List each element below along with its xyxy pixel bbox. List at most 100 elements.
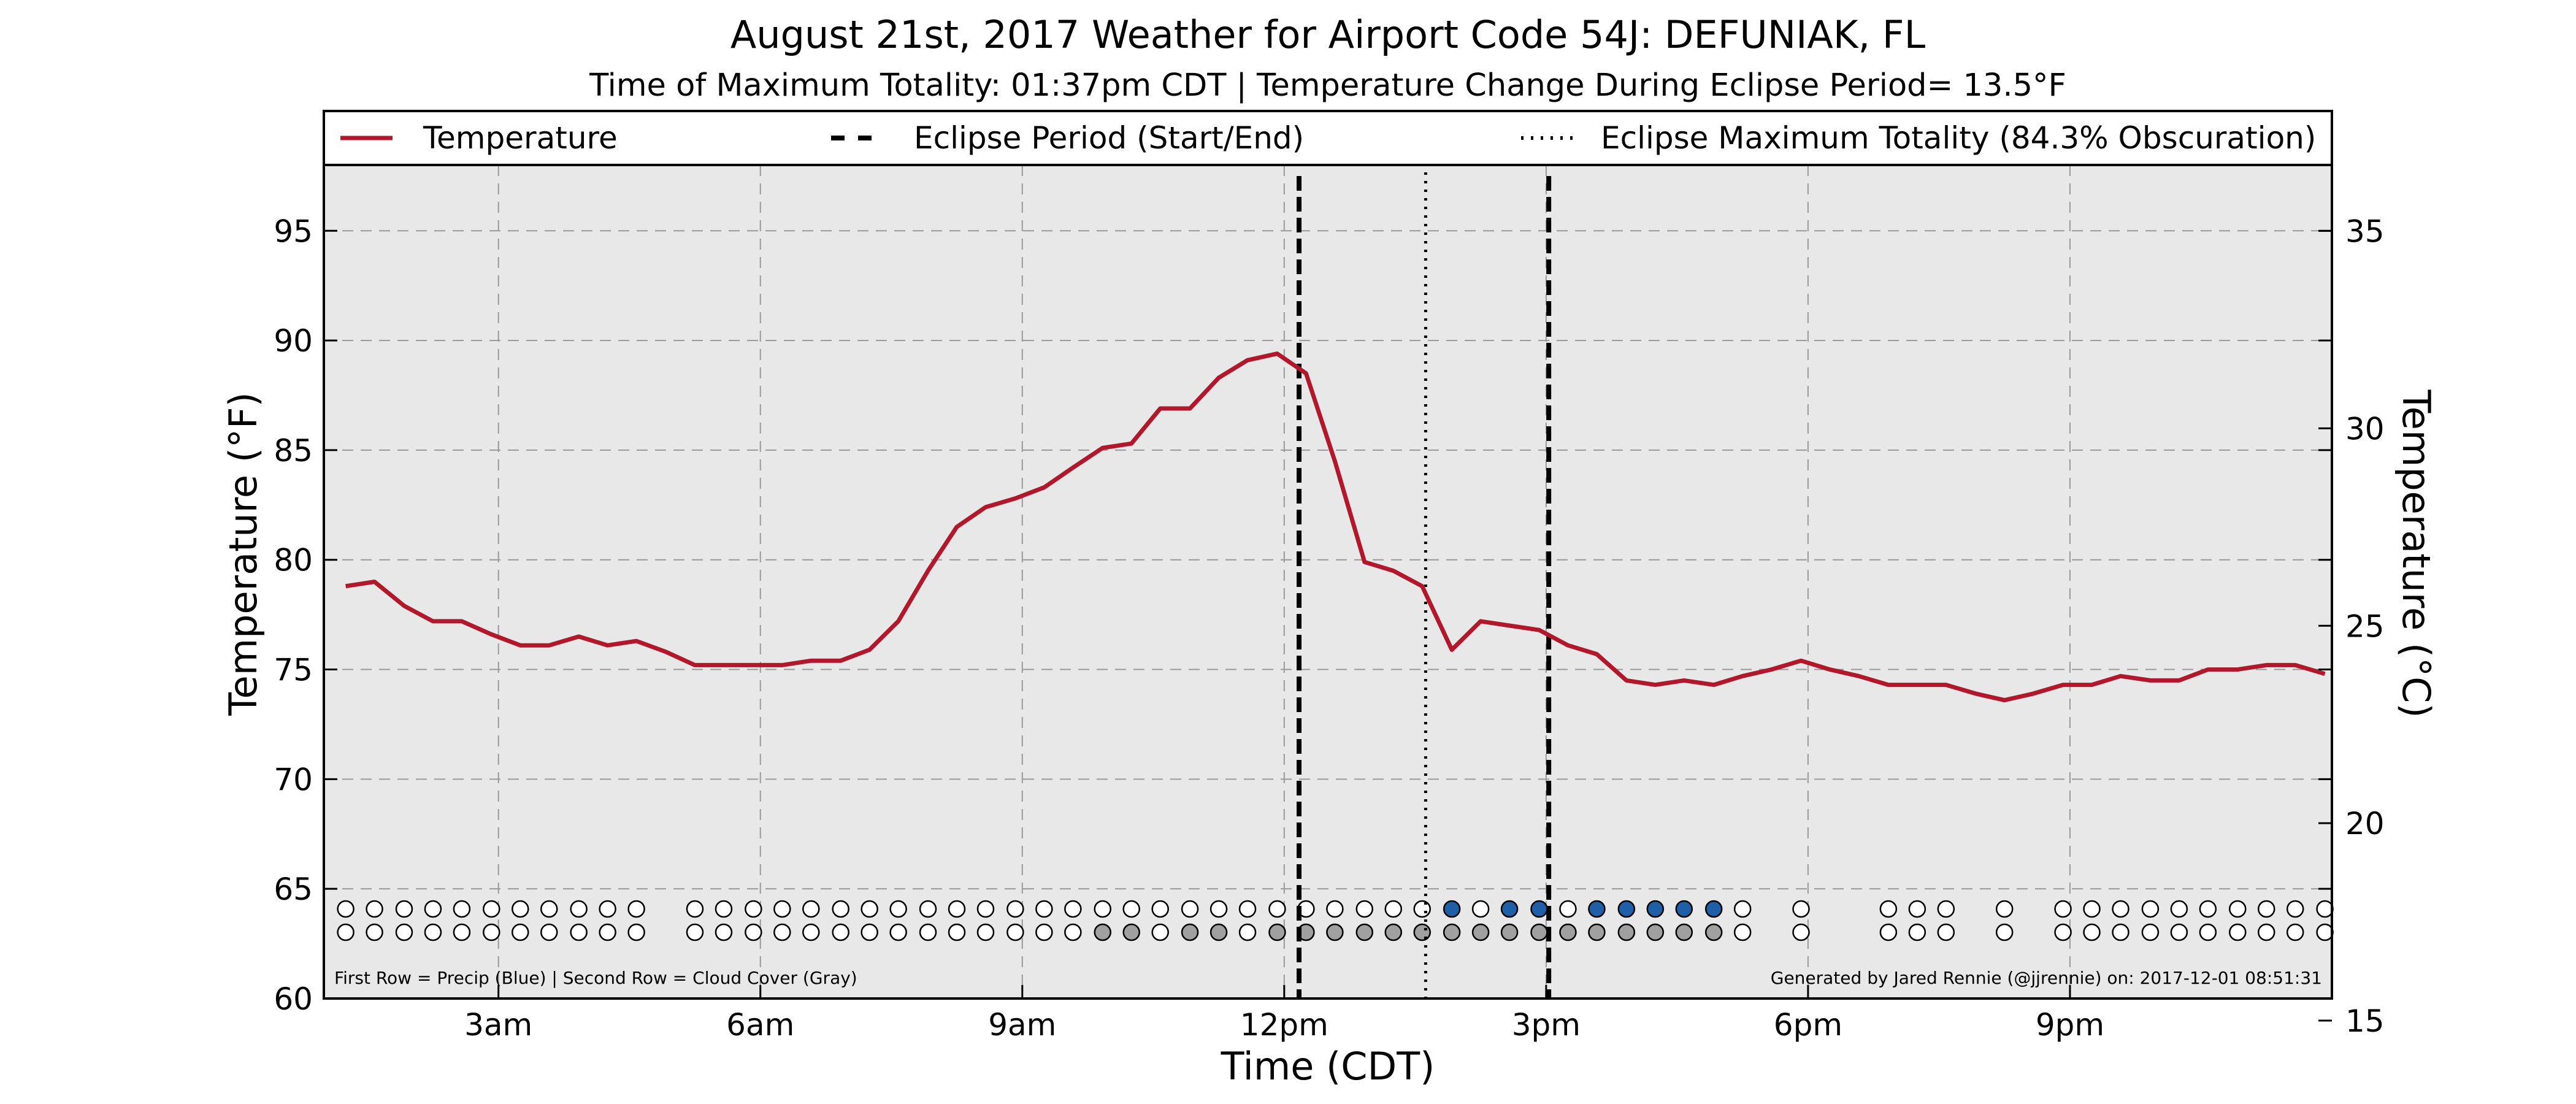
cloud-dot (1326, 923, 1344, 941)
cloud-dot (483, 923, 500, 941)
cloud-dot (2112, 923, 2129, 941)
series-layer (345, 351, 2326, 703)
precip-dot (1035, 900, 1053, 918)
plot-area (324, 165, 2332, 999)
precip-dot (1209, 900, 1228, 918)
cloud-dot (1268, 923, 1286, 941)
cloud-dot (1500, 923, 1519, 941)
precip-dot (1588, 900, 1606, 918)
precip-dot (1792, 900, 1810, 918)
precip-dot (483, 900, 500, 918)
precip-dot (1238, 900, 1257, 918)
cloud-dot (745, 923, 762, 941)
cloud-dot (627, 923, 645, 941)
cloud-dot (715, 923, 733, 941)
y-axis-label-right: Temperature (°C) (2394, 389, 2439, 718)
cloud-dot (1094, 923, 1111, 941)
precip-dot (2054, 900, 2072, 918)
cloud-dot (1384, 923, 1403, 941)
precip-dot (1879, 900, 1898, 918)
cloud-dot (1209, 923, 1228, 941)
precip-dot (1094, 900, 1111, 918)
precip-dot (366, 900, 383, 918)
precip-dot (2112, 900, 2129, 918)
x-tick-label: 6pm (1774, 1007, 1842, 1043)
precip-dot (1995, 900, 2014, 918)
legend-label-eclipse-period: Eclipse Period (Start/End) (914, 120, 1304, 156)
cloud-dot (2199, 923, 2217, 941)
cloud-dot (1559, 923, 1577, 941)
y-tick-label-left: 75 (274, 653, 313, 688)
indicator-note-right: Generated by Jared Rennie (@jjrennie) on… (1771, 968, 2322, 988)
cloud-dot (2170, 923, 2188, 941)
y-tick-label-left: 60 (274, 981, 313, 1017)
cloud-dot (395, 923, 413, 941)
cloud-dot (1006, 923, 1024, 941)
precip-dot (1675, 900, 1693, 918)
cloud-dot (1413, 923, 1431, 941)
x-tick-label: 6am (726, 1007, 794, 1043)
cloud-dot (1181, 923, 1199, 941)
x-tick-label: 9pm (2036, 1007, 2104, 1043)
cloud-dot (2316, 923, 2334, 941)
precip-dot (1704, 900, 1723, 918)
precip-dot (540, 900, 558, 918)
precip-dot (1500, 900, 1519, 918)
precip-dot (627, 900, 645, 918)
x-tick-label: 9am (988, 1007, 1056, 1043)
precip-dot (1443, 900, 1461, 918)
cloud-dot (1792, 923, 1810, 941)
cloud-dot (802, 923, 820, 941)
cloud-dot (570, 923, 588, 941)
precip-dot (2199, 900, 2217, 918)
precip-dot (745, 900, 762, 918)
cloud-dot (1588, 923, 1606, 941)
x-tick-label: 3am (464, 1007, 532, 1043)
x-axis-label: Time (CDT) (1221, 1044, 1435, 1089)
eclipse-markers (1297, 172, 1552, 999)
cloud-dot (1530, 923, 1548, 941)
cloud-dot (1879, 923, 1898, 941)
y-tick-label-left: 85 (274, 433, 313, 469)
precip-dot (1355, 900, 1374, 918)
cloud-dot (773, 923, 791, 941)
cloud-dot (1122, 923, 1140, 941)
y-tick-label-left: 90 (274, 323, 313, 359)
cloud-dot (686, 923, 704, 941)
y-tick-label-left: 95 (274, 213, 313, 249)
cloud-dot (366, 923, 383, 941)
cloud-dot (2141, 923, 2160, 941)
cloud-dot (2054, 923, 2072, 941)
legend-label-max-totality: Eclipse Maximum Totality (84.3% Obscurat… (1601, 120, 2316, 156)
cloud-dot (2229, 923, 2247, 941)
y-tick-label-right: 25 (2345, 608, 2385, 644)
cloud-dot (976, 923, 995, 941)
cloud-dot (1355, 923, 1374, 941)
precip-dot (1559, 900, 1577, 918)
precip-dot (453, 900, 471, 918)
precip-dot (1646, 900, 1665, 918)
precip-dot (802, 900, 820, 918)
y-tick-label-left: 65 (274, 872, 313, 907)
precip-dot (1530, 900, 1548, 918)
precip-dot (1006, 900, 1024, 918)
precip-dot (1471, 900, 1490, 918)
x-tick-label: 3pm (1512, 1007, 1581, 1043)
precip-dot (1733, 900, 1752, 918)
y-tick-label-right: 35 (2345, 214, 2385, 250)
precip-dot (715, 900, 733, 918)
precip-dot (1064, 900, 1082, 918)
y-tick-label-right: 20 (2345, 806, 2385, 841)
cloud-dot (1064, 923, 1082, 941)
precip-dot (2286, 900, 2304, 918)
precip-dot (570, 900, 588, 918)
precip-dot (832, 900, 849, 918)
cloud-dot (453, 923, 471, 941)
precip-dot (395, 900, 413, 918)
precip-dot (512, 900, 529, 918)
plot-frame (323, 164, 2333, 1000)
precip-dot (948, 900, 966, 918)
cloud-dot (512, 923, 529, 941)
